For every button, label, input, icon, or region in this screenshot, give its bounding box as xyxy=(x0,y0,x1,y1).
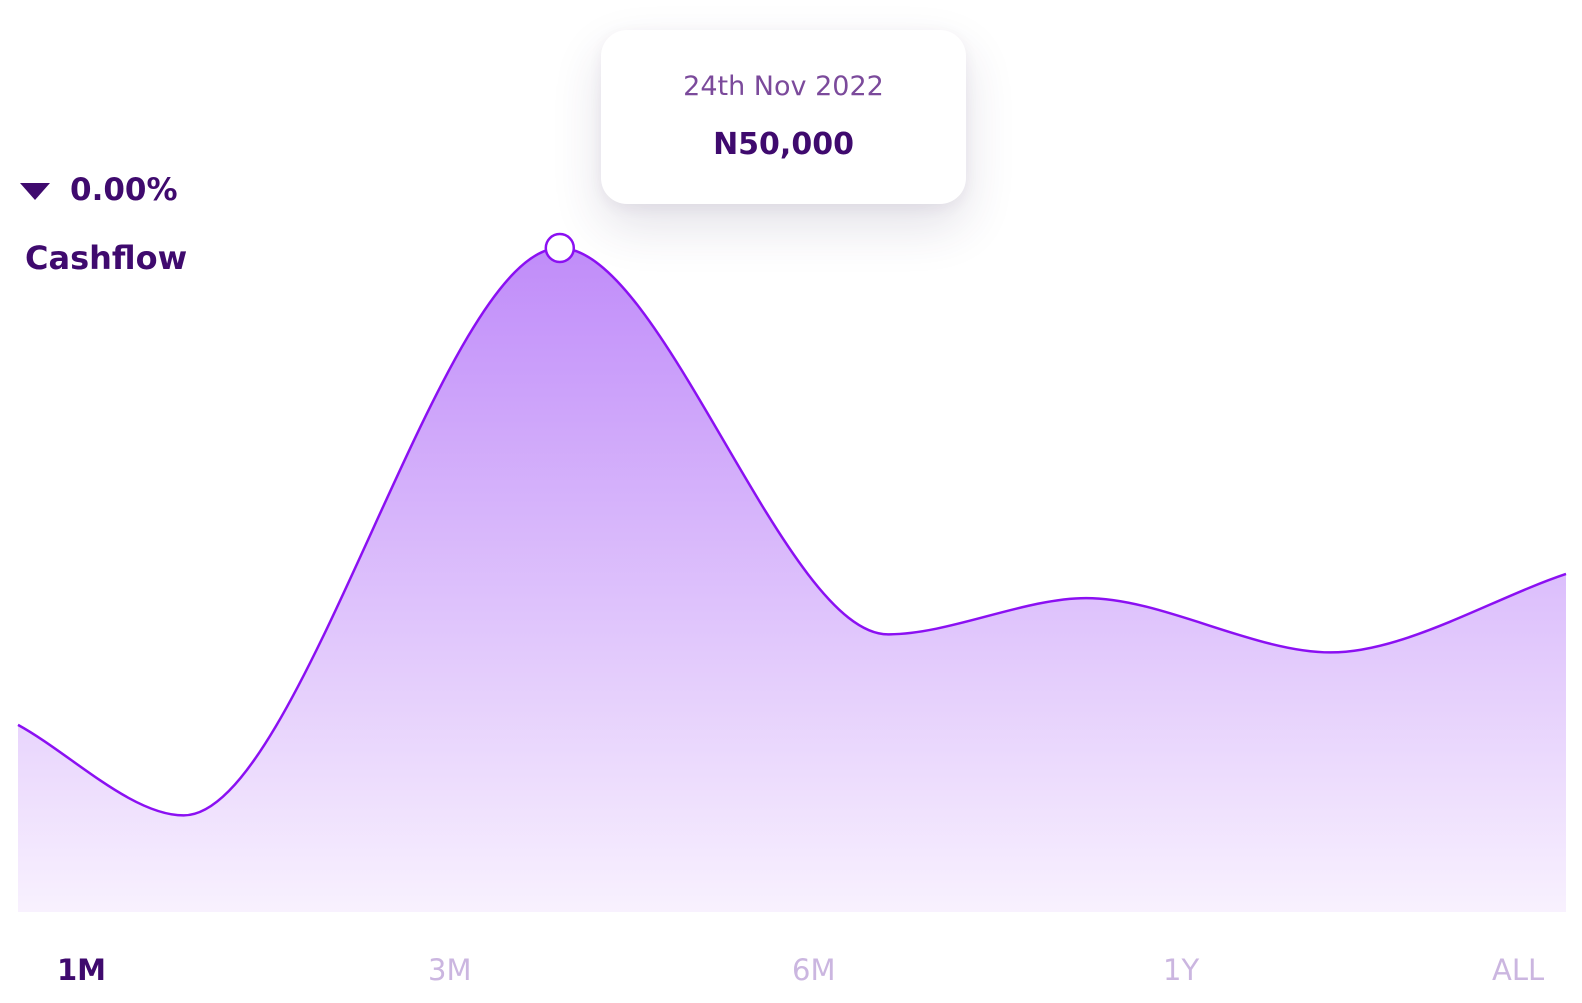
tooltip-date: 24th Nov 2022 xyxy=(683,71,884,102)
tooltip-value: N50,000 xyxy=(713,127,854,162)
range-all[interactable]: ALL xyxy=(1492,953,1545,987)
range-1m[interactable]: 1M xyxy=(57,953,107,987)
range-1y[interactable]: 1Y xyxy=(1163,953,1200,987)
range-3m[interactable]: 3M xyxy=(428,953,472,987)
highlight-point[interactable] xyxy=(544,232,576,264)
data-tooltip: 24th Nov 2022 N50,000 xyxy=(601,30,966,204)
chart-title: Cashflow xyxy=(25,239,188,277)
cashflow-area xyxy=(18,248,1566,912)
range-6m[interactable]: 6M xyxy=(792,953,836,987)
change-indicator: 0.00% xyxy=(20,170,178,210)
triangle-down-icon xyxy=(20,182,50,200)
change-percentage: 0.00% xyxy=(70,172,178,208)
cashflow-line xyxy=(17,246,1567,817)
